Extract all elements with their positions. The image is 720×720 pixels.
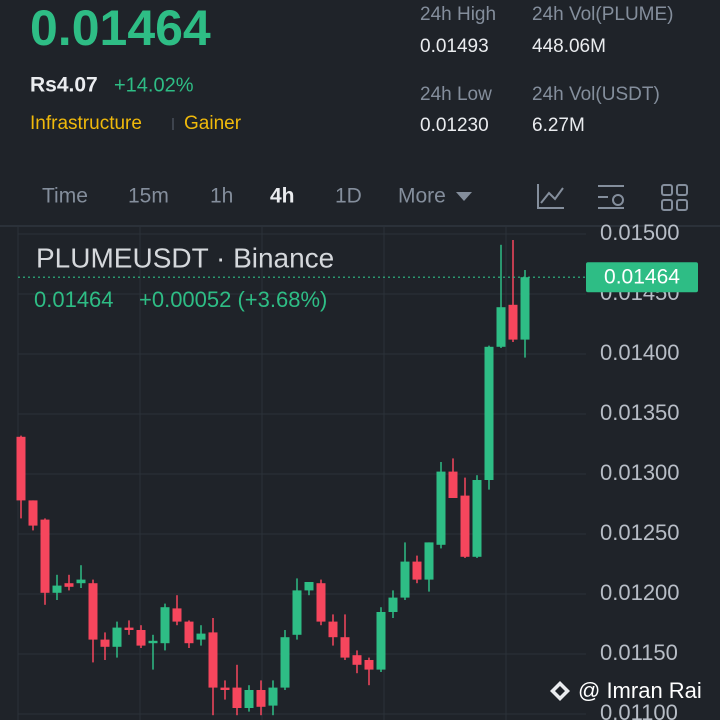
candle-body — [172, 608, 182, 622]
symbol-title: PLUMEUSDT · Binance — [36, 242, 334, 273]
candle-body — [52, 585, 62, 593]
candle-body — [184, 621, 194, 644]
tab[interactable]: 1h — [210, 185, 233, 208]
y-tick-label: 0.01300 — [600, 460, 680, 485]
candle-body — [436, 471, 446, 545]
legend-last: 0.01464 — [34, 287, 114, 312]
candle-body — [448, 471, 458, 498]
price: 0.01464 — [30, 0, 211, 56]
candle-body — [40, 519, 50, 593]
indicator-icon[interactable] — [537, 184, 564, 209]
candle-body — [472, 480, 482, 557]
y-tick-label: 0.01200 — [600, 580, 680, 605]
tab[interactable]: Time — [42, 185, 88, 208]
candle-body — [256, 690, 266, 707]
watermark: @ Imran Rai — [578, 678, 702, 703]
candle-body — [112, 627, 122, 647]
candle-body — [328, 621, 338, 638]
candle-body — [220, 687, 230, 690]
candle-body — [76, 579, 86, 584]
y-tick-label: 0.01350 — [600, 400, 680, 425]
last-price-label: 0.01464 — [604, 266, 680, 289]
y-tick-label: 0.01250 — [600, 520, 680, 545]
price-tag: 0.01464 — [18, 262, 698, 293]
candle-body — [280, 637, 290, 688]
legend-change: +0.00052 (+3.68%) — [139, 287, 327, 312]
candle-body — [496, 307, 506, 347]
tag[interactable]: Gainer — [184, 113, 242, 134]
stat-label: 24h Vol(PLUME) — [532, 4, 674, 25]
y-axis: 0.015000.014500.014000.013500.013000.012… — [600, 220, 680, 720]
stat-value: 0.01493 — [420, 36, 489, 57]
candle-body — [208, 632, 218, 688]
layout-icon — [661, 199, 673, 211]
candle-body — [376, 612, 386, 670]
last-price-box — [586, 262, 698, 293]
candle-body — [244, 690, 254, 708]
candle-body — [100, 639, 110, 647]
candle-body — [400, 561, 410, 598]
tab[interactable]: More — [398, 185, 446, 208]
candle-body — [160, 607, 170, 644]
dropdown-icon[interactable] — [456, 192, 472, 201]
layout-icon — [676, 184, 688, 196]
candles — [16, 240, 530, 716]
watermark-logo — [550, 681, 570, 701]
candle-body — [352, 655, 362, 665]
candle-body — [88, 583, 98, 640]
candle-body — [508, 304, 518, 340]
tab[interactable]: 1D — [335, 185, 362, 208]
stat-label: 24h High — [420, 4, 496, 25]
candle-body — [292, 590, 302, 635]
toolbar — [537, 184, 688, 211]
candle-body — [304, 582, 314, 591]
stat-value: 448.06M — [532, 36, 606, 57]
candle-body — [424, 542, 434, 580]
candle-body — [412, 561, 422, 580]
candle-body — [124, 627, 134, 630]
candle-body — [268, 687, 278, 706]
y-tick-label: 0.01500 — [600, 220, 680, 245]
candle-body — [364, 660, 374, 670]
tab[interactable]: 4h — [270, 185, 295, 208]
candle-body — [148, 640, 158, 644]
candle-body — [388, 597, 398, 612]
y-tick-label: 0.01100 — [600, 700, 678, 720]
candle-body — [136, 630, 146, 646]
y-tick-label: 0.01150 — [600, 640, 678, 665]
local-price: Rs4.07 — [30, 74, 98, 97]
candle-body — [340, 637, 350, 658]
y-tick-label: 0.01400 — [600, 340, 680, 365]
stat-label: 24h Low — [420, 84, 492, 105]
stat-value: 6.27M — [532, 115, 585, 136]
candle-body — [460, 495, 470, 557]
candle-body — [520, 277, 530, 340]
settings-icon-dot — [612, 194, 624, 206]
settings-icon[interactable] — [598, 185, 624, 209]
candle-body — [16, 436, 26, 501]
layout-icon[interactable] — [661, 184, 673, 196]
layout-icon — [676, 199, 688, 211]
stat-label: 24h Vol(USDT) — [532, 84, 660, 105]
candle-body — [196, 633, 206, 640]
candle-body — [64, 583, 74, 587]
candle-body — [28, 500, 38, 526]
tabs: Time 15m 1h 4h 1D More — [42, 185, 446, 208]
tab[interactable]: 15m — [128, 185, 169, 208]
stat-value: 0.01230 — [420, 115, 489, 136]
candle-body — [316, 583, 326, 622]
change: +14.02% — [114, 74, 194, 96]
candle-body — [484, 346, 494, 480]
tag[interactable]: Infrastructure — [30, 113, 142, 134]
candle-body — [232, 687, 242, 708]
